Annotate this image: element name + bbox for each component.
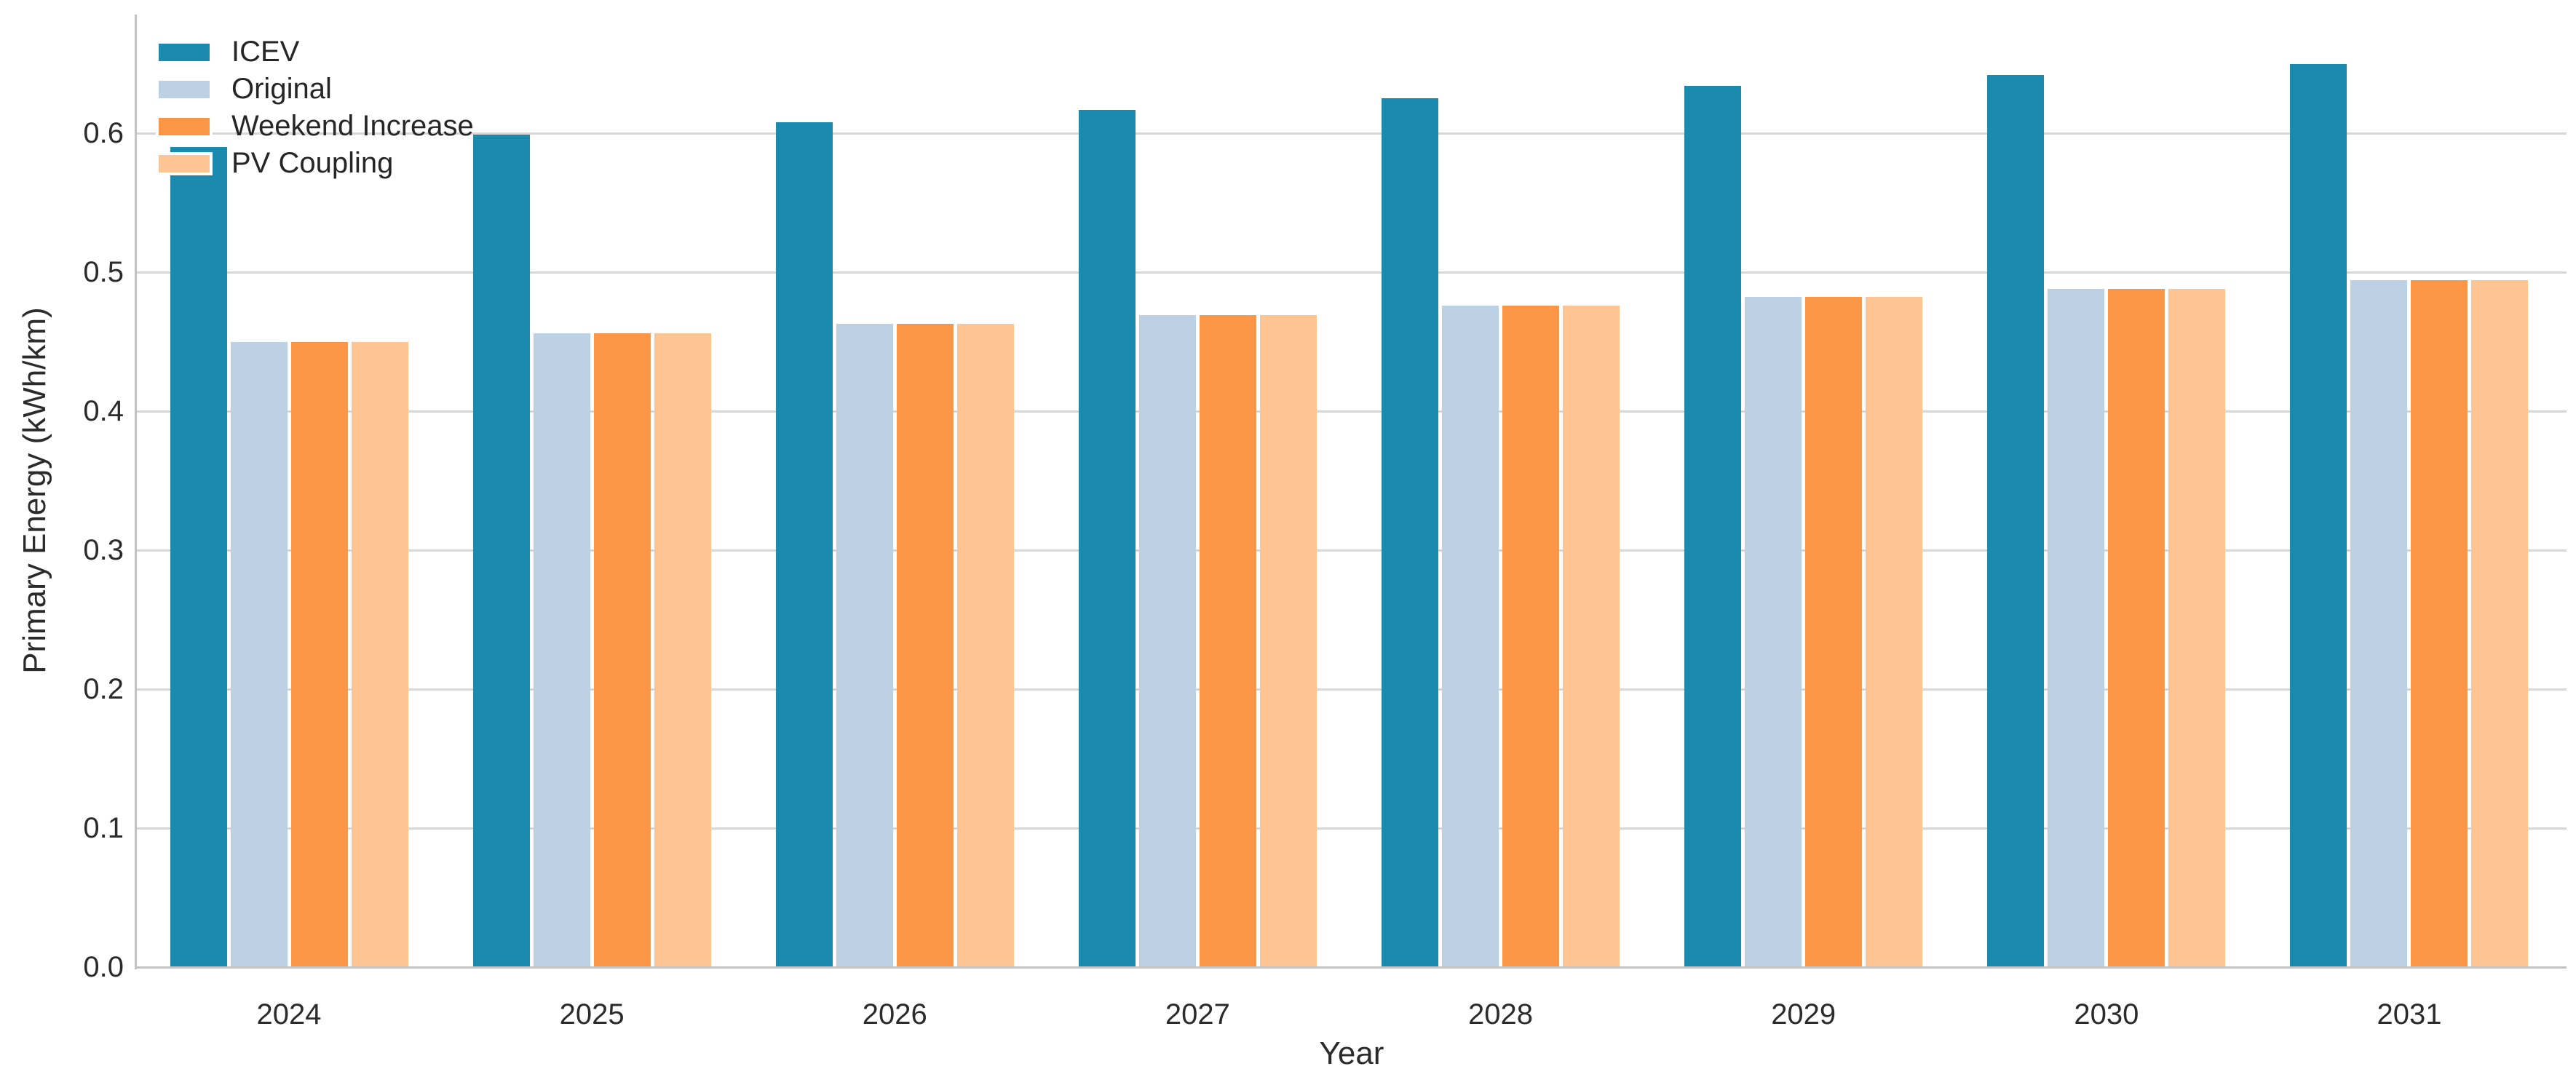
bar-2028-icev bbox=[1382, 98, 1439, 969]
bar-2025-weekend-increase bbox=[593, 333, 651, 969]
bar-2027-pv-coupling bbox=[1259, 315, 1317, 969]
bar-2026-icev bbox=[775, 122, 833, 969]
bar-2026-original bbox=[836, 323, 893, 969]
bar-2026-pv-coupling bbox=[956, 323, 1014, 969]
bar-2028-original bbox=[1442, 305, 1499, 969]
x-tick-label-2029: 2029 bbox=[1771, 998, 1836, 1030]
gridline-y-0.3 bbox=[137, 549, 2567, 552]
y-tick-label-0.1: 0.1 bbox=[83, 812, 124, 844]
gridline-y-0.6 bbox=[137, 132, 2567, 135]
bar-2031-original bbox=[2350, 280, 2408, 969]
bar-2027-weekend-increase bbox=[1199, 315, 1256, 969]
x-tick-label-2028: 2028 bbox=[1468, 998, 1534, 1030]
y-tick-label-0.5: 0.5 bbox=[83, 256, 124, 288]
bar-2024-icev bbox=[170, 147, 227, 969]
bottom-spine bbox=[135, 966, 2567, 969]
x-tick-label-2026: 2026 bbox=[862, 998, 927, 1030]
gridline-y-0.2 bbox=[137, 688, 2567, 691]
bar-2030-weekend-increase bbox=[2108, 288, 2165, 969]
bar-2024-original bbox=[230, 341, 288, 969]
legend-label-pv-coupling: PV Coupling bbox=[231, 147, 394, 179]
bar-2031-pv-coupling bbox=[2471, 280, 2529, 969]
left-spine bbox=[135, 15, 137, 969]
legend-label-weekend-increase: Weekend Increase bbox=[231, 110, 474, 142]
bar-2025-icev bbox=[472, 134, 530, 969]
legend-swatch-icev bbox=[156, 41, 213, 64]
bar-2029-original bbox=[1745, 297, 1802, 969]
bar-2029-icev bbox=[1684, 86, 1742, 969]
x-tick-label-2030: 2030 bbox=[2074, 998, 2139, 1030]
x-tick-label-2031: 2031 bbox=[2377, 998, 2442, 1030]
bar-2025-original bbox=[533, 333, 590, 969]
legend-swatch-weekend-increase bbox=[156, 115, 213, 138]
y-tick-label-0.0: 0.0 bbox=[83, 951, 124, 983]
bar-2024-weekend-increase bbox=[290, 341, 348, 969]
bar-2030-icev bbox=[1987, 74, 2045, 969]
bar-2024-pv-coupling bbox=[351, 341, 408, 969]
bar-2027-original bbox=[1138, 315, 1196, 969]
x-axis-title: Year bbox=[1319, 1036, 1384, 1071]
x-tick-label-2027: 2027 bbox=[1165, 998, 1230, 1030]
bar-2026-weekend-increase bbox=[896, 323, 954, 969]
legend-label-original: Original bbox=[231, 73, 332, 105]
legend-swatch-original bbox=[156, 78, 213, 101]
x-tick-label-2025: 2025 bbox=[559, 998, 625, 1030]
legend-label-icev: ICEV bbox=[231, 36, 300, 68]
y-tick-label-0.4: 0.4 bbox=[83, 395, 124, 427]
bar-2028-weekend-increase bbox=[1502, 305, 1560, 969]
y-axis-title: Primary Energy (kWh/km) bbox=[17, 307, 52, 674]
legend-item-icev: ICEV bbox=[0, 36, 510, 78]
gridline-y-0.1 bbox=[137, 827, 2567, 830]
bar-2029-weekend-increase bbox=[1805, 297, 1863, 969]
bar-2025-pv-coupling bbox=[654, 333, 711, 969]
bar-2031-icev bbox=[2290, 63, 2347, 969]
bar-2031-weekend-increase bbox=[2411, 280, 2468, 969]
gridline-y-0.4 bbox=[137, 410, 2567, 413]
y-tick-label-0.3: 0.3 bbox=[83, 534, 124, 566]
legend-swatch-pv-coupling bbox=[156, 152, 213, 175]
gridline-y-0.5 bbox=[137, 271, 2567, 274]
bar-2030-original bbox=[2048, 288, 2105, 969]
bar-2030-pv-coupling bbox=[2168, 288, 2226, 969]
legend-item-pv-coupling: PV Coupling bbox=[0, 147, 510, 189]
bar-2027-icev bbox=[1078, 109, 1136, 969]
y-tick-label-0.2: 0.2 bbox=[83, 673, 124, 705]
y-tick-label-0.6: 0.6 bbox=[83, 117, 124, 149]
x-tick-label-2024: 2024 bbox=[256, 998, 322, 1030]
legend-item-weekend-increase: Weekend Increase bbox=[0, 110, 510, 152]
bar-2029-pv-coupling bbox=[1866, 297, 1923, 969]
bar-2028-pv-coupling bbox=[1563, 305, 1620, 969]
legend-item-original: Original bbox=[0, 73, 510, 115]
